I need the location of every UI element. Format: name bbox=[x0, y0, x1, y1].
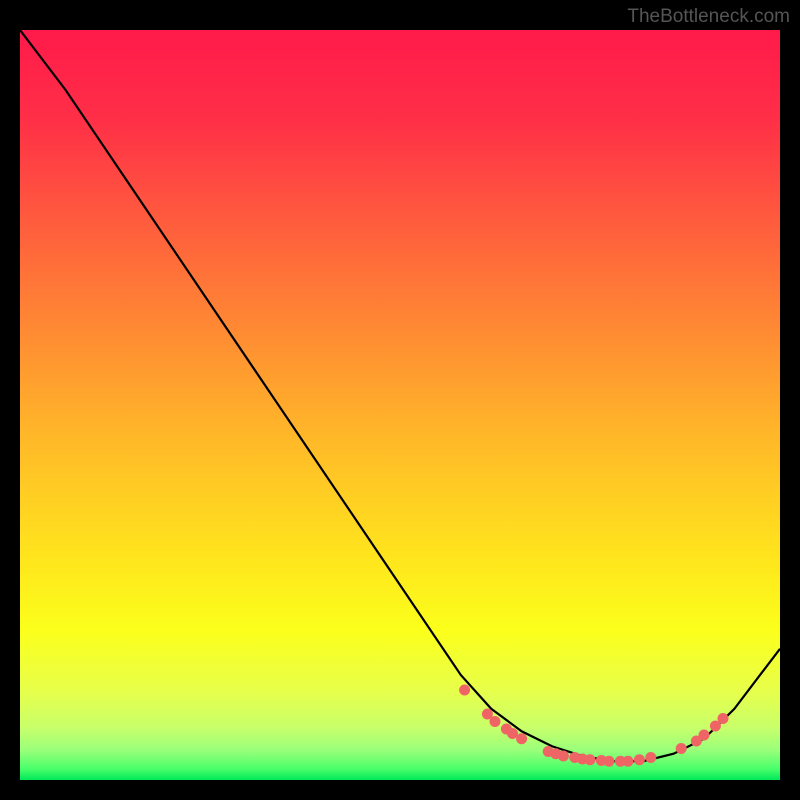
data-marker bbox=[516, 733, 527, 744]
data-marker bbox=[718, 713, 729, 724]
data-marker bbox=[623, 756, 634, 767]
data-marker bbox=[699, 730, 710, 741]
data-marker bbox=[490, 716, 501, 727]
data-marker bbox=[645, 752, 656, 763]
data-marker bbox=[558, 751, 569, 762]
watermark-text: TheBottleneck.com bbox=[627, 6, 790, 28]
data-marker bbox=[459, 685, 470, 696]
data-marker bbox=[676, 743, 687, 754]
chart-background-gradient bbox=[20, 30, 780, 780]
data-marker bbox=[634, 754, 645, 765]
data-marker bbox=[604, 756, 615, 767]
data-marker bbox=[585, 754, 596, 765]
chart-plot-area bbox=[20, 30, 780, 780]
